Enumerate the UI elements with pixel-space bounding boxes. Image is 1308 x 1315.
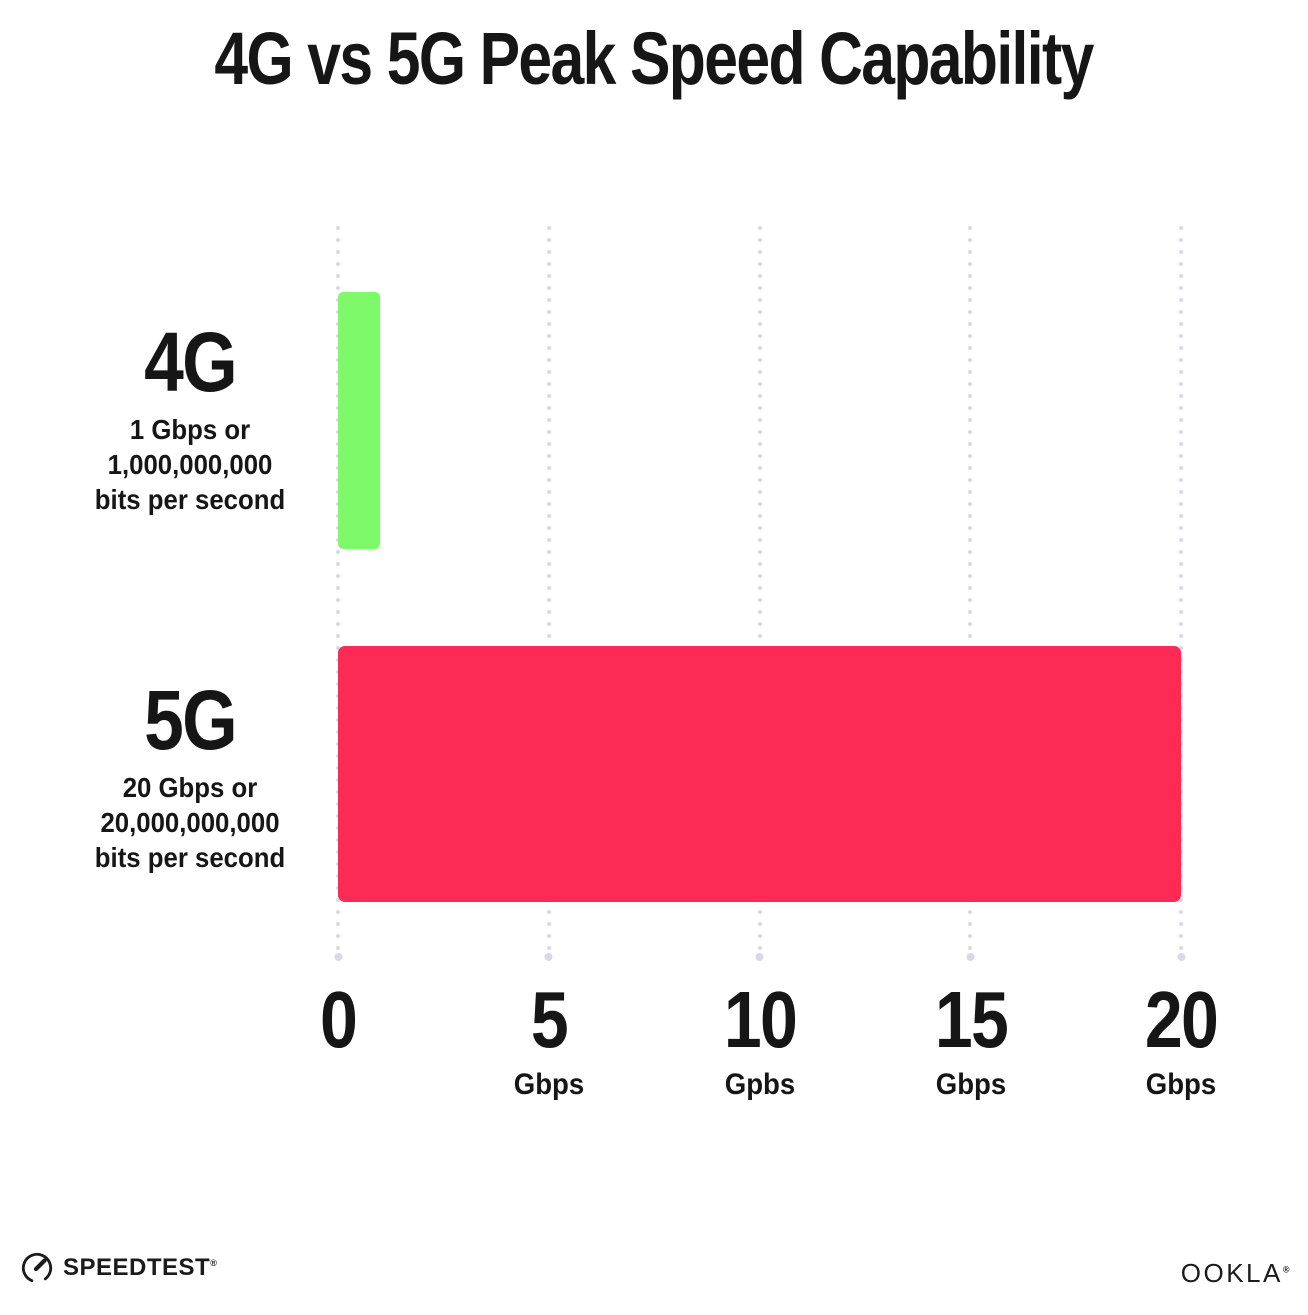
x-tick-15-unit: Gbps xyxy=(935,1068,1007,1101)
x-tick-0-value: 0 xyxy=(319,975,358,1064)
x-tick-20: 20 Gbps xyxy=(1139,975,1224,1102)
desc-line: bits per second xyxy=(94,484,286,515)
desc-line: 1,000,000,000 xyxy=(107,449,273,480)
x-tick-20-unit: Gbps xyxy=(1145,1068,1217,1101)
x-tick-10-value: 10 xyxy=(723,975,798,1064)
speedometer-gauge-icon xyxy=(20,1251,54,1285)
category-label-5g-title: 5G xyxy=(144,673,238,767)
speedtest-trademark: ® xyxy=(210,1258,218,1268)
desc-line: 20,000,000,000 xyxy=(100,807,280,838)
ookla-trademark: ® xyxy=(1282,1264,1292,1275)
x-tick-15: 15 Gbps xyxy=(929,975,1014,1102)
bar-5g xyxy=(338,646,1181,902)
gridline-5 xyxy=(546,222,552,958)
gridline-20 xyxy=(1178,222,1184,958)
x-tick-5: 5 Gbps xyxy=(511,975,588,1102)
desc-line: 1 Gbps or xyxy=(129,414,251,445)
category-label-4g-title: 4G xyxy=(144,315,238,409)
ookla-label: OOKLA xyxy=(1180,1258,1283,1288)
x-tick-15-value: 15 xyxy=(934,975,1009,1064)
desc-line: 20 Gbps or xyxy=(122,772,258,803)
speedtest-wordmark: SPEEDTEST® xyxy=(63,1254,217,1282)
gridline-0 xyxy=(335,222,341,958)
x-tick-5-value: 5 xyxy=(530,975,569,1064)
category-label-4g-description: 1 Gbps or 1,000,000,000 bits per second xyxy=(43,412,337,517)
gridline-10 xyxy=(757,222,762,958)
plot-area xyxy=(335,222,1184,958)
speedtest-logo: SPEEDTEST® xyxy=(20,1251,217,1285)
x-tick-10: 10 Gpbs xyxy=(718,975,803,1102)
category-label-5g: 5G 20 Gbps or 20,000,000,000 bits per se… xyxy=(30,678,350,875)
x-tick-0: 0 xyxy=(317,980,360,1101)
x-tick-10-unit: Gpbs xyxy=(724,1068,796,1101)
speedtest-label: SPEEDTEST xyxy=(63,1254,211,1281)
gridline-15 xyxy=(967,222,973,958)
desc-line: bits per second xyxy=(94,842,286,873)
bar-4g xyxy=(338,292,381,549)
x-tick-20-value: 20 xyxy=(1144,975,1219,1064)
category-label-4g: 4G 1 Gbps or 1,000,000,000 bits per seco… xyxy=(30,320,350,517)
x-tick-5-unit: Gbps xyxy=(513,1068,585,1101)
ookla-logo: OOKLA® xyxy=(1181,1258,1292,1289)
chart-title: 4G vs 5G Peak Speed Capability xyxy=(0,16,1308,101)
x-tick-0-unit xyxy=(318,1068,357,1101)
category-label-5g-description: 20 Gbps or 20,000,000,000 bits per secon… xyxy=(43,770,337,875)
chart-title-text: 4G vs 5G Peak Speed Capability xyxy=(214,17,1095,100)
